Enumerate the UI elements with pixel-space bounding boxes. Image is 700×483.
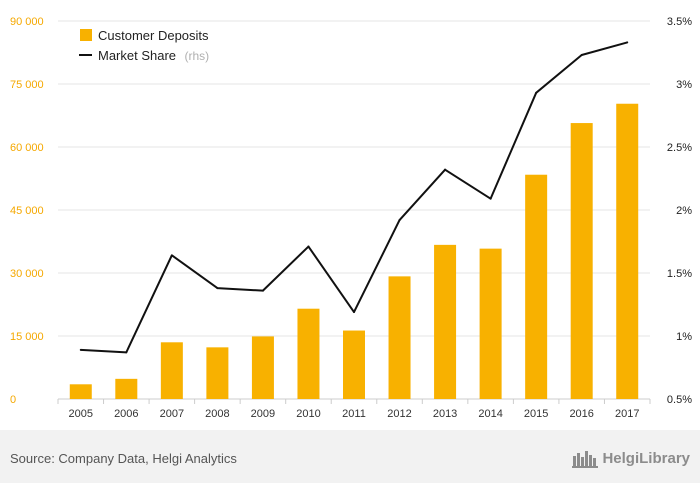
x-tick-label: 2010 (296, 408, 320, 420)
point-market-share-2013 (444, 168, 447, 171)
market-share-line-layer (79, 41, 629, 354)
point-market-share-2006 (125, 351, 128, 354)
legend-swatch-customer-deposits (80, 29, 92, 41)
legend-rhs-note: (rhs) (185, 49, 210, 63)
y-left-tick-label: 30 000 (10, 268, 44, 280)
y-axis-left: 0 15 000 30 000 45 000 60 000 75 000 90 000 (10, 16, 44, 406)
source-note: Source: Company Data, Helgi Analytics (10, 451, 237, 466)
point-market-share-2009 (261, 289, 264, 292)
point-market-share-2010 (307, 245, 310, 248)
bar-customer-deposits-2010 (297, 308, 320, 399)
gridlines (57, 20, 651, 404)
x-tick-label: 2016 (569, 408, 593, 420)
x-tick-label: 2014 (478, 408, 502, 420)
point-market-share-2005 (79, 348, 82, 351)
bars (69, 103, 639, 400)
point-market-share-2008 (216, 287, 219, 290)
chart-canvas: 0 15 000 30 000 45 000 60 000 75 000 90 000 0.… (10, 16, 692, 420)
y-right-tick-label: 1% (676, 331, 692, 343)
library-icon (572, 451, 599, 468)
x-tick-label: 2006 (114, 408, 138, 420)
legend-label-market-share-name: Market Share (98, 48, 176, 63)
footer (0, 430, 700, 483)
legend-label-customer-deposits: Customer Deposits (98, 28, 209, 43)
y-right-tick-label: 0.5% (667, 394, 692, 406)
y-axis-right: 0.5% 1% 1.5% 2% 2.5% 3% 3.5% (667, 16, 692, 406)
x-tick-label: 2012 (387, 408, 411, 420)
x-tick-label: 2008 (205, 408, 229, 420)
bar-customer-deposits-2013 (434, 244, 457, 399)
helgi-library-logo: HelgiLibrary (572, 448, 690, 468)
point-market-share-2016 (580, 54, 583, 57)
y-left-tick-label: 45 000 (10, 205, 44, 217)
bar-customer-deposits-2015 (525, 174, 548, 399)
bar-customer-deposits-2005 (69, 384, 92, 399)
y-right-tick-label: 1.5% (667, 268, 692, 280)
bar-customer-deposits-2011 (343, 330, 365, 399)
x-tick-label: 2013 (433, 408, 457, 420)
x-tick-label: 2011 (342, 408, 366, 420)
legend-label-market-share: Market Share (rhs) (98, 47, 209, 64)
y-left-tick-label: 60 000 (10, 142, 44, 154)
x-tick-label: 2017 (615, 408, 639, 420)
bar-customer-deposits-2006 (115, 378, 138, 399)
point-market-share-2017 (626, 41, 629, 44)
x-tick-label: 2015 (524, 408, 548, 420)
legend: Customer Deposits Market Share (rhs) (79, 28, 209, 64)
y-left-tick-label: 15 000 (10, 331, 44, 343)
x-tick-label: 2005 (69, 408, 93, 420)
x-axis: 2005 2006 2007 2008 2009 2010 2011 2012 2013 2014… (69, 408, 640, 420)
bar-customer-deposits-2009 (251, 336, 274, 399)
bar-customer-deposits-2007 (160, 342, 183, 399)
point-market-share-2011 (353, 311, 355, 314)
point-market-share-2007 (170, 254, 173, 257)
y-left-tick-label: 75 000 (10, 79, 44, 91)
y-right-tick-label: 3% (676, 79, 692, 91)
point-market-share-2015 (535, 91, 538, 94)
point-market-share-2014 (489, 197, 492, 200)
bar-customer-deposits-2017 (616, 103, 639, 400)
x-tick-label: 2009 (251, 408, 275, 420)
bar-customer-deposits-2016 (570, 123, 593, 399)
y-right-tick-label: 2% (676, 205, 692, 217)
bar-customer-deposits-2012 (388, 276, 411, 399)
y-right-tick-label: 3.5% (667, 16, 692, 28)
bar-customer-deposits-2008 (206, 347, 229, 399)
y-right-tick-label: 2.5% (667, 142, 692, 154)
point-market-share-2012 (398, 219, 401, 222)
y-left-tick-label: 90 000 (10, 16, 44, 28)
x-tick-label: 2007 (160, 408, 184, 420)
logo-text: HelgiLibrary (602, 449, 690, 467)
bar-customer-deposits-2014 (479, 248, 502, 399)
y-left-tick-label: 0 (10, 394, 16, 406)
